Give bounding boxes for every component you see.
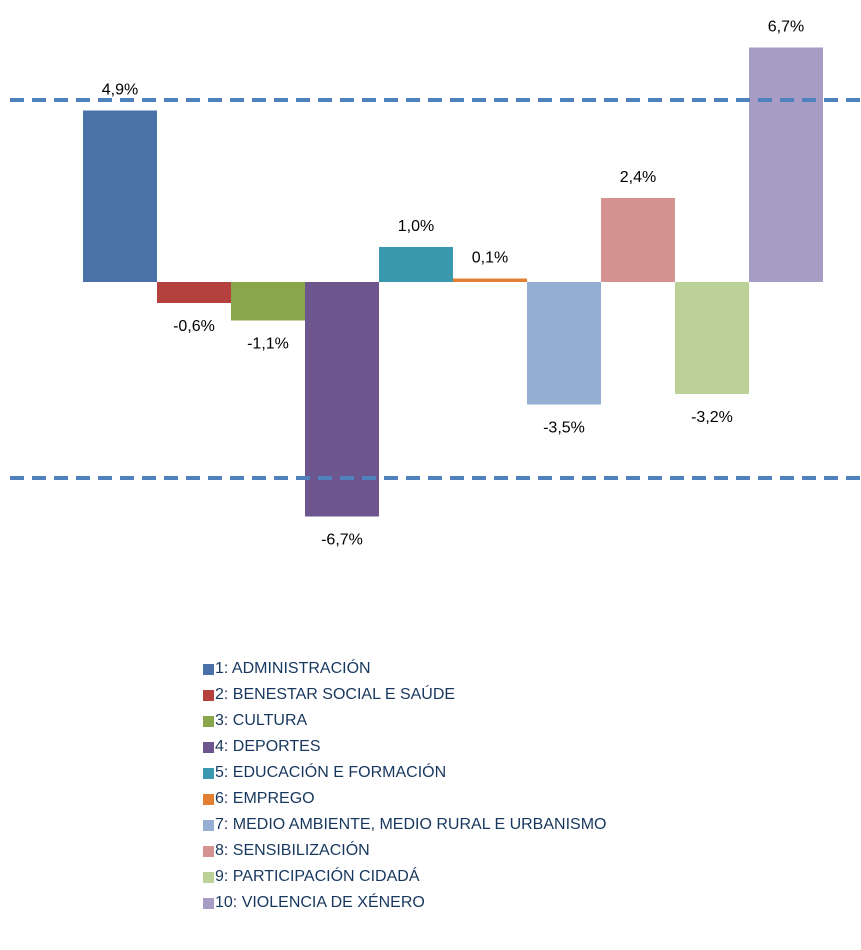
data-label: 4,9% bbox=[102, 82, 138, 99]
data-label: -3,2% bbox=[691, 409, 733, 426]
legend-label: 6: EMPREGO bbox=[215, 790, 315, 807]
legend-swatch bbox=[203, 664, 214, 675]
legend-label: 5: EDUCACIÓN E FORMACIÓN bbox=[215, 762, 446, 781]
bar bbox=[453, 278, 527, 282]
legend-swatch bbox=[203, 768, 214, 779]
legend-swatch bbox=[203, 716, 214, 727]
data-label: 1,0% bbox=[398, 218, 434, 235]
bar bbox=[231, 282, 305, 321]
legend-swatch bbox=[203, 898, 214, 909]
data-label: -1,1% bbox=[247, 336, 289, 353]
legend-label: 1: ADMINISTRACIÓN bbox=[215, 658, 371, 677]
data-label: -6,7% bbox=[321, 532, 363, 549]
legend-label: 10: VIOLENCIA DE XÉNERO bbox=[215, 892, 425, 911]
data-label: -0,6% bbox=[173, 318, 215, 335]
data-label: 6,7% bbox=[768, 19, 804, 36]
bar bbox=[675, 282, 749, 394]
legend-label: 9: PARTICIPACIÓN CIDADÁ bbox=[215, 866, 420, 885]
legend-swatch bbox=[203, 690, 214, 701]
data-label: 0,1% bbox=[472, 250, 508, 267]
legend-swatch bbox=[203, 872, 214, 883]
bar bbox=[305, 282, 379, 517]
legend-swatch bbox=[203, 846, 214, 857]
bar bbox=[83, 110, 157, 282]
data-label: -3,5% bbox=[543, 420, 585, 437]
legend-swatch bbox=[203, 794, 214, 805]
legend-label: 3: CULTURA bbox=[215, 712, 307, 729]
legend-swatch bbox=[203, 820, 214, 831]
bar bbox=[379, 247, 453, 282]
bar bbox=[749, 47, 823, 282]
legend-label: 8: SENSIBILIZACIÓN bbox=[215, 840, 370, 859]
bar bbox=[157, 282, 231, 303]
legend-swatch bbox=[203, 742, 214, 753]
bar bbox=[601, 198, 675, 282]
bar bbox=[527, 282, 601, 405]
legend-label: 4: DEPORTES bbox=[215, 738, 321, 755]
legend-label: 2: BENESTAR SOCIAL E SAÚDE bbox=[215, 684, 455, 703]
legend-label: 7: MEDIO AMBIENTE, MEDIO RURAL E URBANIS… bbox=[215, 816, 606, 833]
data-label: 2,4% bbox=[620, 169, 656, 186]
